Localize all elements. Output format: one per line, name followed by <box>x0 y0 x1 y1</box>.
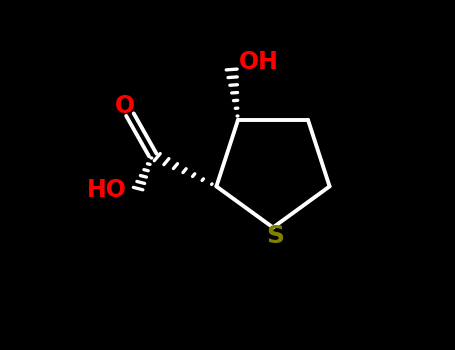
Text: O: O <box>116 94 136 118</box>
Text: S: S <box>266 224 284 248</box>
Text: OH: OH <box>238 50 278 74</box>
Text: HO: HO <box>87 178 127 202</box>
